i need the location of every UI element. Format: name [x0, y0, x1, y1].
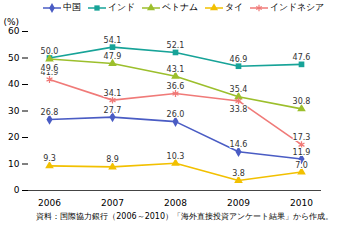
svg-text:52.1: 52.1 — [167, 41, 185, 50]
svg-text:40: 40 — [8, 79, 20, 89]
svg-text:10: 10 — [8, 159, 20, 169]
svg-text:2007: 2007 — [101, 198, 124, 208]
html-text:ベトナム: ベトナム — [162, 2, 198, 12]
svg-text:8.9: 8.9 — [106, 155, 119, 164]
svg-text:7.0: 7.0 — [295, 161, 308, 170]
svg-text:9.3: 9.3 — [43, 154, 56, 163]
svg-text:3.8: 3.8 — [232, 169, 245, 178]
svg-text:30: 30 — [8, 106, 20, 116]
svg-text:36.6: 36.6 — [167, 82, 185, 91]
html-text:インド: インド — [108, 2, 135, 12]
svg-text:11.9: 11.9 — [293, 148, 311, 157]
svg-text:49.6: 49.6 — [41, 64, 59, 73]
html-text:タイ: タイ — [225, 2, 243, 12]
svg-text:0: 0 — [14, 185, 20, 195]
svg-text:27.7: 27.7 — [104, 106, 122, 115]
svg-text:47.6: 47.6 — [293, 53, 311, 62]
svg-text:2006: 2006 — [38, 198, 61, 208]
svg-text:14.6: 14.6 — [230, 140, 248, 149]
svg-text:26.0: 26.0 — [167, 110, 185, 119]
svg-text:10.3: 10.3 — [167, 152, 185, 161]
svg-text:54.1: 54.1 — [104, 36, 122, 45]
svg-text:47.9: 47.9 — [104, 52, 122, 61]
svg-text:46.9: 46.9 — [230, 55, 248, 64]
svg-text:20: 20 — [8, 132, 20, 142]
svg-text:2008: 2008 — [164, 198, 187, 208]
svg-text:34.1: 34.1 — [104, 89, 122, 98]
svg-text:30.8: 30.8 — [293, 97, 311, 106]
html-text:インドネシア: インドネシア — [270, 2, 324, 12]
svg-text:50.0: 50.0 — [41, 47, 59, 56]
svg-text:60: 60 — [8, 26, 20, 36]
svg-text:(%): (%) — [4, 17, 20, 27]
svg-text:43.1: 43.1 — [167, 65, 185, 74]
svg-text:50: 50 — [8, 53, 20, 63]
svg-text:2010: 2010 — [290, 198, 313, 208]
svg-text:35.4: 35.4 — [230, 85, 248, 94]
svg-text:17.3: 17.3 — [293, 133, 311, 142]
svg-text:26.8: 26.8 — [41, 108, 59, 117]
svg-text:33.8: 33.8 — [230, 105, 248, 114]
svg-text:2009: 2009 — [227, 198, 250, 208]
html-text:中国: 中国 — [63, 2, 81, 12]
html-text:資料：国際協力銀行（2006～2010）「海外直接投資アンケ: 資料：国際協力銀行（2006～2010）「海外直接投資アンケート結果」から作成。 — [36, 212, 333, 221]
